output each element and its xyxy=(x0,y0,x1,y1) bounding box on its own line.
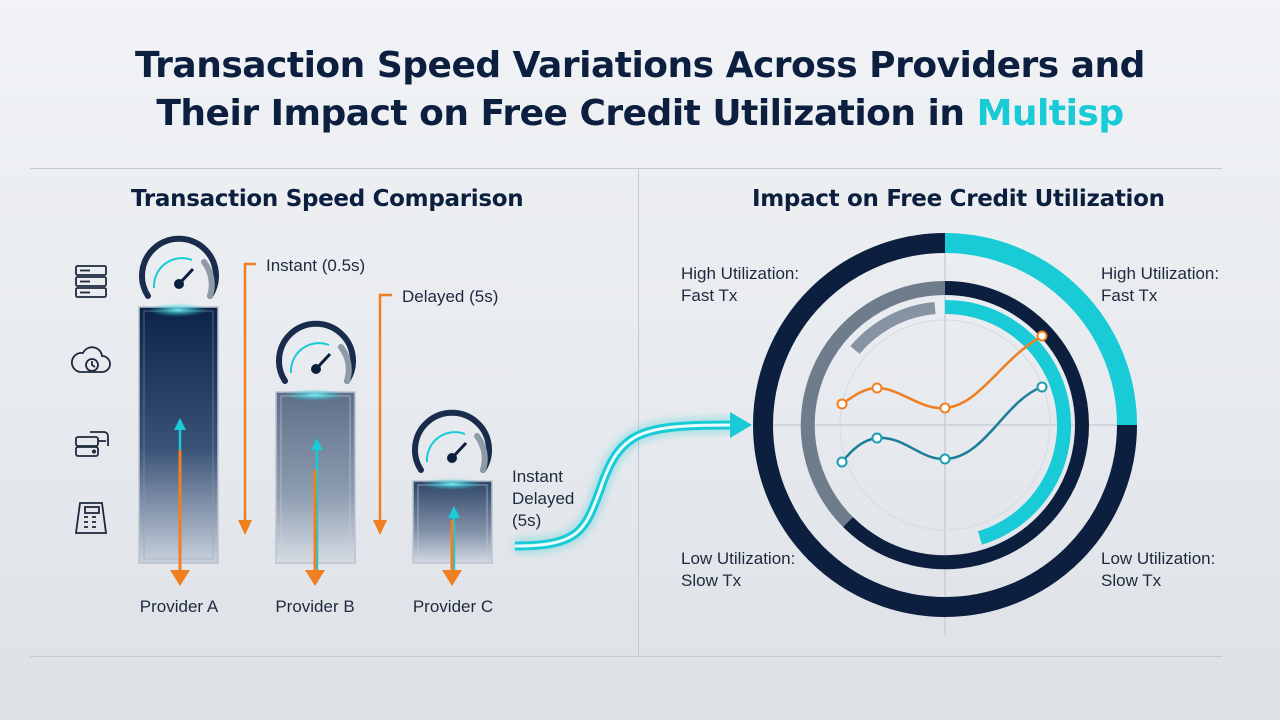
inner-ring-cyan xyxy=(944,299,1072,545)
instant-bracket-arrow xyxy=(238,262,256,535)
quadrant-bottom-right: Low Utilization: Slow Tx xyxy=(1101,548,1215,592)
orange-series-line xyxy=(841,334,1043,410)
teal-series-point xyxy=(1036,381,1048,393)
speed-gauge-icon xyxy=(139,235,219,299)
quadrant-bottom-right-line-1: Low Utilization: xyxy=(1101,549,1216,568)
payment-terminal-icon xyxy=(74,502,108,534)
speed-legend: Instant Delayed (5s) xyxy=(512,466,574,532)
speed-legend-line-2: Delayed xyxy=(512,489,575,508)
provider-c-label: Provider C xyxy=(412,597,494,616)
title-accent: Multisp xyxy=(976,93,1125,134)
quadrant-bottom-left: Low Utilization: Slow Tx xyxy=(681,548,795,592)
speed-gauge-icon xyxy=(276,320,356,384)
orange-series-point xyxy=(939,402,951,414)
middle-ring-grey xyxy=(800,280,946,527)
orange-series-point xyxy=(1036,330,1048,342)
panel-divider xyxy=(638,168,639,656)
quadrant-top-right-line-2: Fast Tx xyxy=(1101,286,1158,305)
orange-series-point xyxy=(871,382,883,394)
cloud-clock-icon xyxy=(71,346,111,373)
provider-a-label: Provider A xyxy=(139,597,219,616)
top-divider xyxy=(30,168,1222,169)
connector-arrow xyxy=(514,412,752,553)
left-panel-title: Transaction Speed Comparison xyxy=(131,186,524,212)
teal-series-point xyxy=(836,456,848,468)
quadrant-top-left-line-2: Fast Tx xyxy=(681,286,738,305)
orange-series-point xyxy=(836,398,848,410)
teal-series-point xyxy=(939,453,951,465)
outer-ring-cyan xyxy=(944,233,1137,426)
speed-legend-line-3: (5s) xyxy=(512,511,542,530)
speed-gauge-icon xyxy=(412,409,492,473)
delayed-bracket-arrow xyxy=(373,293,392,535)
server-icon xyxy=(75,265,107,298)
bottom-divider xyxy=(30,656,1222,657)
quadrant-bottom-left-line-1: Low Utilization: xyxy=(681,549,796,568)
quadrant-top-left-line-1: High Utilization: xyxy=(681,264,800,283)
teal-series-line xyxy=(841,385,1043,463)
quadrant-top-right: High Utilization: Fast Tx xyxy=(1101,263,1219,307)
inner-ring-grey xyxy=(850,302,936,354)
quadrant-top-left: High Utilization: Fast Tx xyxy=(681,263,799,307)
provider-b-label: Provider B xyxy=(275,597,355,616)
teal-series-point xyxy=(871,432,883,444)
utilization-ring-chart xyxy=(753,233,1137,635)
quadrant-top-right-line-1: High Utilization: xyxy=(1101,264,1220,283)
quadrant-bottom-right-line-2: Slow Tx xyxy=(1101,571,1162,590)
orange-arrow xyxy=(170,450,462,586)
outer-ring-navy xyxy=(753,233,1137,617)
title-line-1: Transaction Speed Variations Across Prov… xyxy=(135,45,1145,86)
instant-label: Instant (0.5s) xyxy=(266,256,366,275)
right-panel-title: Impact on Free Credit Utilization xyxy=(752,186,1165,212)
title-line-2: Their Impact on Free Credit Utilization … xyxy=(0,90,1280,138)
quadrant-bottom-left-line-2: Slow Tx xyxy=(681,571,742,590)
title-line-2-main: Their Impact on Free Credit Utilization … xyxy=(156,93,977,134)
page-title: Transaction Speed Variations Across Prov… xyxy=(0,42,1280,138)
servers-icon xyxy=(75,431,109,457)
speed-legend-line-1: Instant xyxy=(512,467,564,486)
middle-ring-navy xyxy=(843,281,1090,570)
delayed-label: Delayed (5s) xyxy=(402,287,499,306)
